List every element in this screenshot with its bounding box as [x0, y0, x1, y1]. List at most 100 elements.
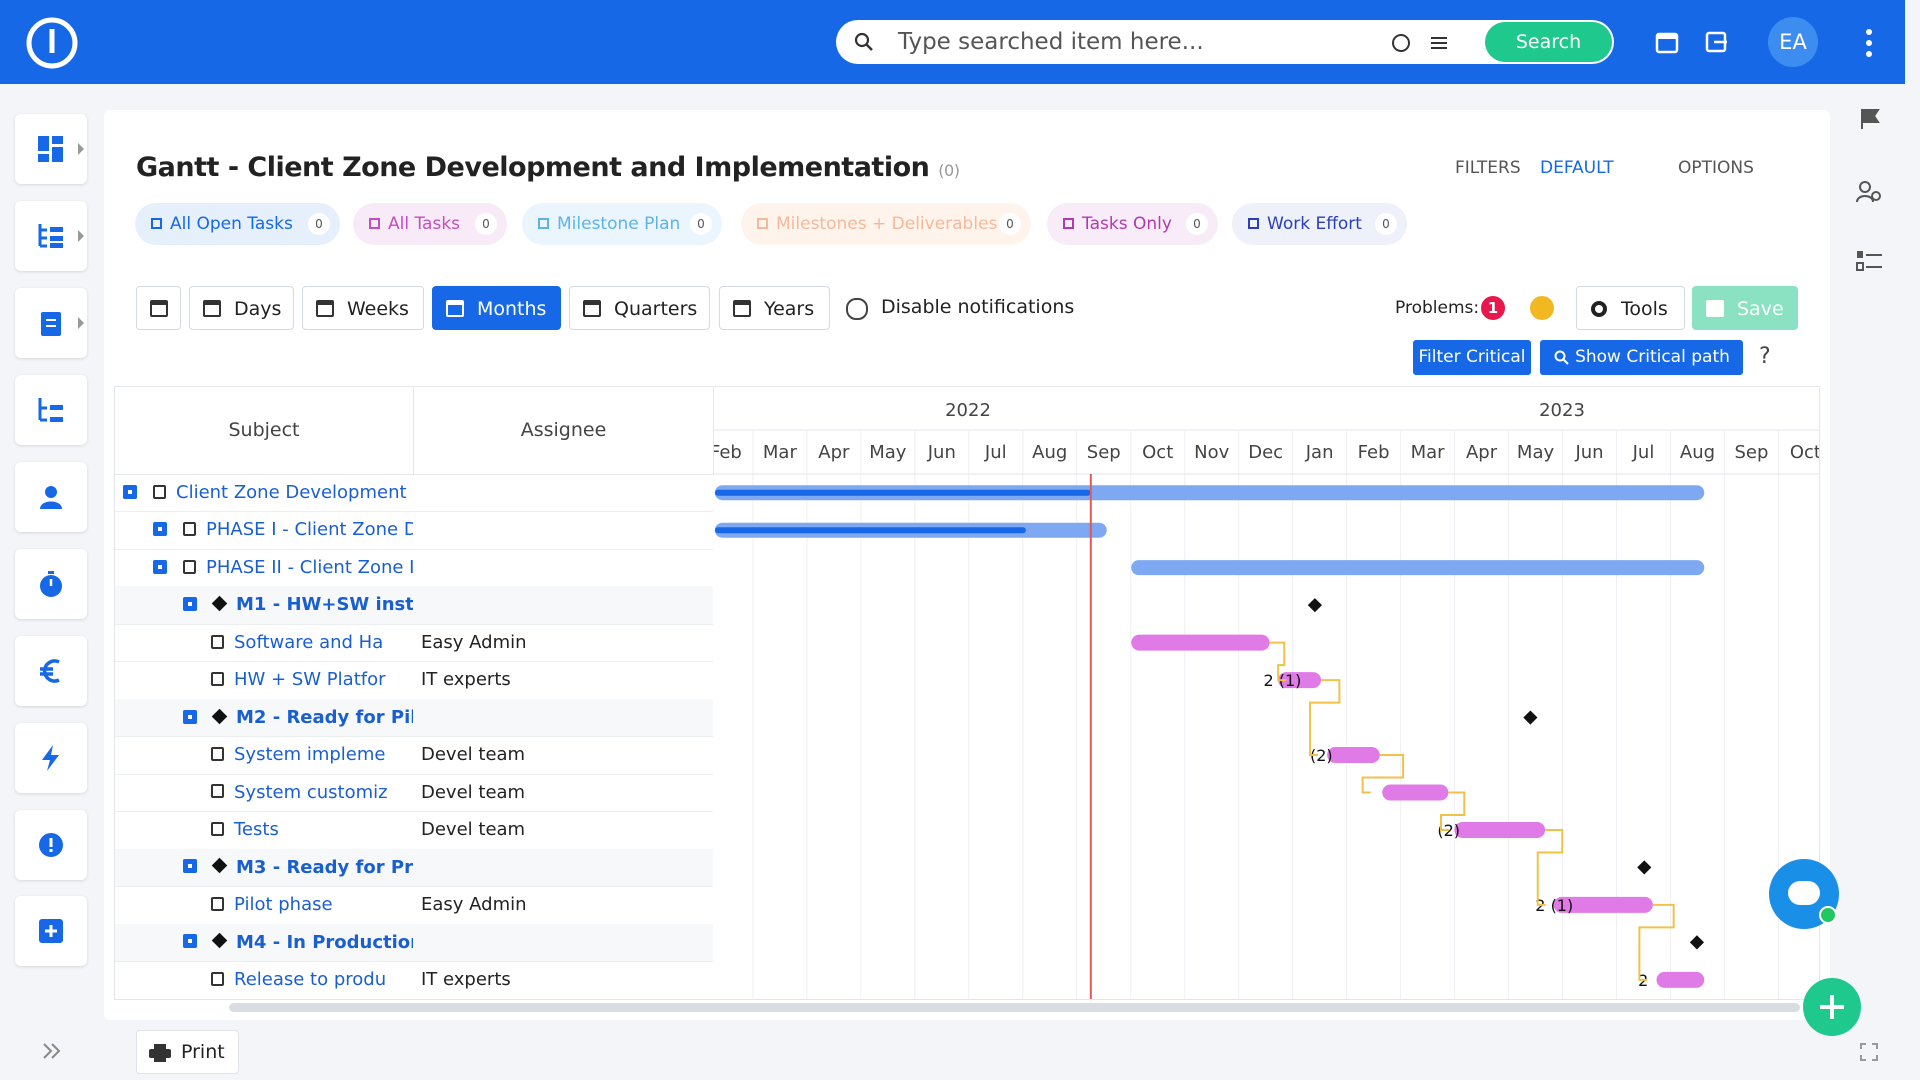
- tab-label: Milestones + Deliverables: [776, 214, 998, 234]
- filter-tab[interactable]: Work Effort 0: [1232, 203, 1407, 245]
- sidebar-item[interactable]: [15, 549, 87, 619]
- checklist-icon[interactable]: [1856, 250, 1884, 272]
- options-label[interactable]: OPTIONS: [1678, 158, 1754, 178]
- search-button[interactable]: Search: [1485, 22, 1612, 62]
- collapse-toggle[interactable]: [183, 597, 197, 612]
- search-placeholder: Type searched item here...: [898, 29, 1204, 55]
- info-badge[interactable]: [1530, 296, 1554, 320]
- subject-link[interactable]: HW + SW Platfor: [234, 669, 386, 691]
- flag-icon[interactable]: [1858, 107, 1882, 131]
- menu-icon[interactable]: [1862, 28, 1876, 58]
- subject-link[interactable]: M1 - HW+SW installed: [236, 594, 413, 616]
- filter-tab[interactable]: Tasks Only 0: [1047, 203, 1218, 245]
- scale-button[interactable]: Days: [189, 286, 294, 330]
- sidebar-item[interactable]: [15, 636, 87, 706]
- subject-link[interactable]: System customiz: [234, 781, 388, 803]
- task-icon: [183, 522, 196, 537]
- expand-icon[interactable]: [42, 1042, 62, 1060]
- scale-button[interactable]: Years: [719, 286, 830, 330]
- subject-link[interactable]: M2 - Ready for Pilot: [236, 706, 413, 728]
- subject-link[interactable]: PHASE I - Client Zone D: [206, 519, 413, 541]
- scale-button[interactable]: Weeks: [302, 286, 424, 330]
- subject-link[interactable]: PHASE II - Client Zone Ir: [206, 556, 413, 578]
- subject-link[interactable]: M4 - In Production: [236, 931, 413, 953]
- subject-link[interactable]: Release to produ: [234, 969, 387, 991]
- sidebar-icon: [38, 136, 63, 162]
- export-icon[interactable]: [1705, 30, 1729, 54]
- user-search-icon[interactable]: [1856, 180, 1884, 204]
- row-line: [115, 886, 713, 888]
- save-button[interactable]: Save: [1692, 286, 1798, 330]
- subject-link[interactable]: System impleme: [234, 744, 386, 766]
- year-label: 2023: [1539, 400, 1585, 421]
- avatar[interactable]: EA: [1768, 17, 1818, 67]
- sidebar-item[interactable]: [15, 201, 87, 271]
- row-line: [115, 811, 713, 813]
- milestone-marker: [1689, 935, 1705, 950]
- sidebar-item[interactable]: [15, 114, 87, 184]
- checkbox-label[interactable]: Disable notifications: [881, 296, 1075, 318]
- subject-link[interactable]: Software and Ha: [234, 631, 384, 653]
- collapse-toggle[interactable]: [153, 559, 167, 574]
- subject-link[interactable]: Pilot phase: [234, 894, 333, 916]
- subject-link[interactable]: M3 - Ready for Production: [236, 856, 413, 878]
- month-label: Jul: [1632, 442, 1655, 463]
- search-options[interactable]: [1391, 32, 1451, 54]
- task-icon: [211, 747, 224, 762]
- month-label: May: [1517, 442, 1555, 463]
- filter-tab[interactable]: All Tasks 0: [353, 203, 507, 245]
- collapse-toggle[interactable]: [123, 484, 137, 499]
- problems-count[interactable]: 1: [1481, 296, 1505, 320]
- sidebar-item[interactable]: [15, 375, 87, 445]
- subject-link[interactable]: Tests: [234, 819, 279, 841]
- add-button[interactable]: [1802, 977, 1862, 1037]
- help[interactable]: ?: [1759, 344, 1771, 369]
- month-label: Nov: [1194, 442, 1229, 463]
- fullscreen-icon[interactable]: [1860, 1043, 1878, 1061]
- print-button[interactable]: Print: [136, 1030, 239, 1074]
- collapse-toggle[interactable]: [183, 934, 197, 949]
- scale-button[interactable]: Months: [432, 286, 561, 330]
- task-bar: [1656, 971, 1705, 988]
- dependency-link: [1361, 754, 1405, 794]
- filter-tab[interactable]: All Open Tasks 0: [135, 203, 340, 245]
- task-bar: [1327, 747, 1380, 764]
- calendar-icon[interactable]: [1655, 30, 1679, 54]
- scale-button[interactable]: Quarters: [569, 286, 710, 330]
- sidebar-icon: [40, 571, 62, 597]
- month-label: Jan: [1305, 442, 1334, 463]
- month-label: Sep: [1087, 442, 1121, 463]
- assignee: Easy Admin: [421, 631, 527, 653]
- submenu-arrow: [78, 143, 84, 155]
- subject-link[interactable]: Client Zone Development a: [176, 482, 413, 503]
- scrollbar[interactable]: [229, 1003, 1800, 1012]
- save-label: Save: [1737, 298, 1784, 320]
- logo[interactable]: [26, 17, 78, 69]
- sidebar-item[interactable]: [15, 896, 87, 966]
- sidebar-item[interactable]: [15, 810, 87, 880]
- dependency-link: [1536, 828, 1564, 906]
- sidebar-icon: [39, 919, 63, 943]
- today-button[interactable]: [136, 286, 181, 330]
- collapse-toggle[interactable]: [183, 859, 197, 874]
- filters-label[interactable]: FILTERS: [1455, 158, 1521, 178]
- critical-path-button[interactable]: Show Critical path: [1540, 340, 1743, 375]
- filter-tab[interactable]: Milestones + Deliverables 0: [741, 203, 1031, 245]
- sidebar-item[interactable]: [15, 462, 87, 532]
- row-line: [115, 511, 713, 513]
- collapse-toggle[interactable]: [153, 522, 167, 537]
- checkbox[interactable]: [846, 298, 868, 320]
- scale-icon: [316, 300, 334, 317]
- search-box[interactable]: Type searched item here... Search: [836, 20, 1614, 64]
- sidebar-item[interactable]: [15, 288, 87, 358]
- collapse-toggle[interactable]: [183, 709, 197, 724]
- task-icon: [211, 821, 224, 836]
- sidebar-item[interactable]: [15, 723, 87, 793]
- row-bg: [115, 698, 713, 737]
- filters-value[interactable]: DEFAULT: [1540, 158, 1614, 178]
- filter-critical-button[interactable]: Filter Critical: [1413, 340, 1531, 375]
- chat-button[interactable]: [1768, 859, 1840, 931]
- tools-button[interactable]: Tools: [1576, 286, 1685, 330]
- filter-tab[interactable]: Milestone Plan 0: [522, 203, 722, 245]
- task-bar: [1278, 672, 1322, 689]
